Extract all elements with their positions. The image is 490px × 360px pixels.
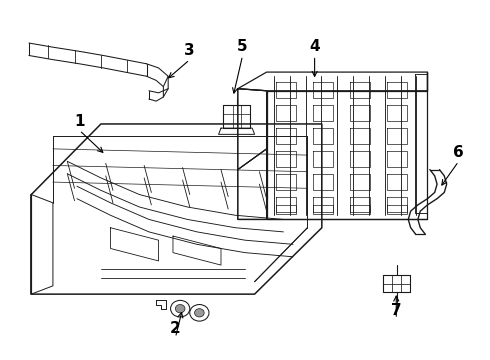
Text: 2: 2	[170, 321, 181, 337]
Text: 6: 6	[453, 145, 464, 160]
Text: 5: 5	[237, 39, 248, 54]
Text: 7: 7	[391, 303, 402, 318]
Circle shape	[175, 305, 185, 313]
Text: 4: 4	[309, 39, 320, 54]
Text: 1: 1	[74, 114, 85, 129]
Circle shape	[195, 309, 204, 317]
Text: 3: 3	[184, 44, 195, 58]
